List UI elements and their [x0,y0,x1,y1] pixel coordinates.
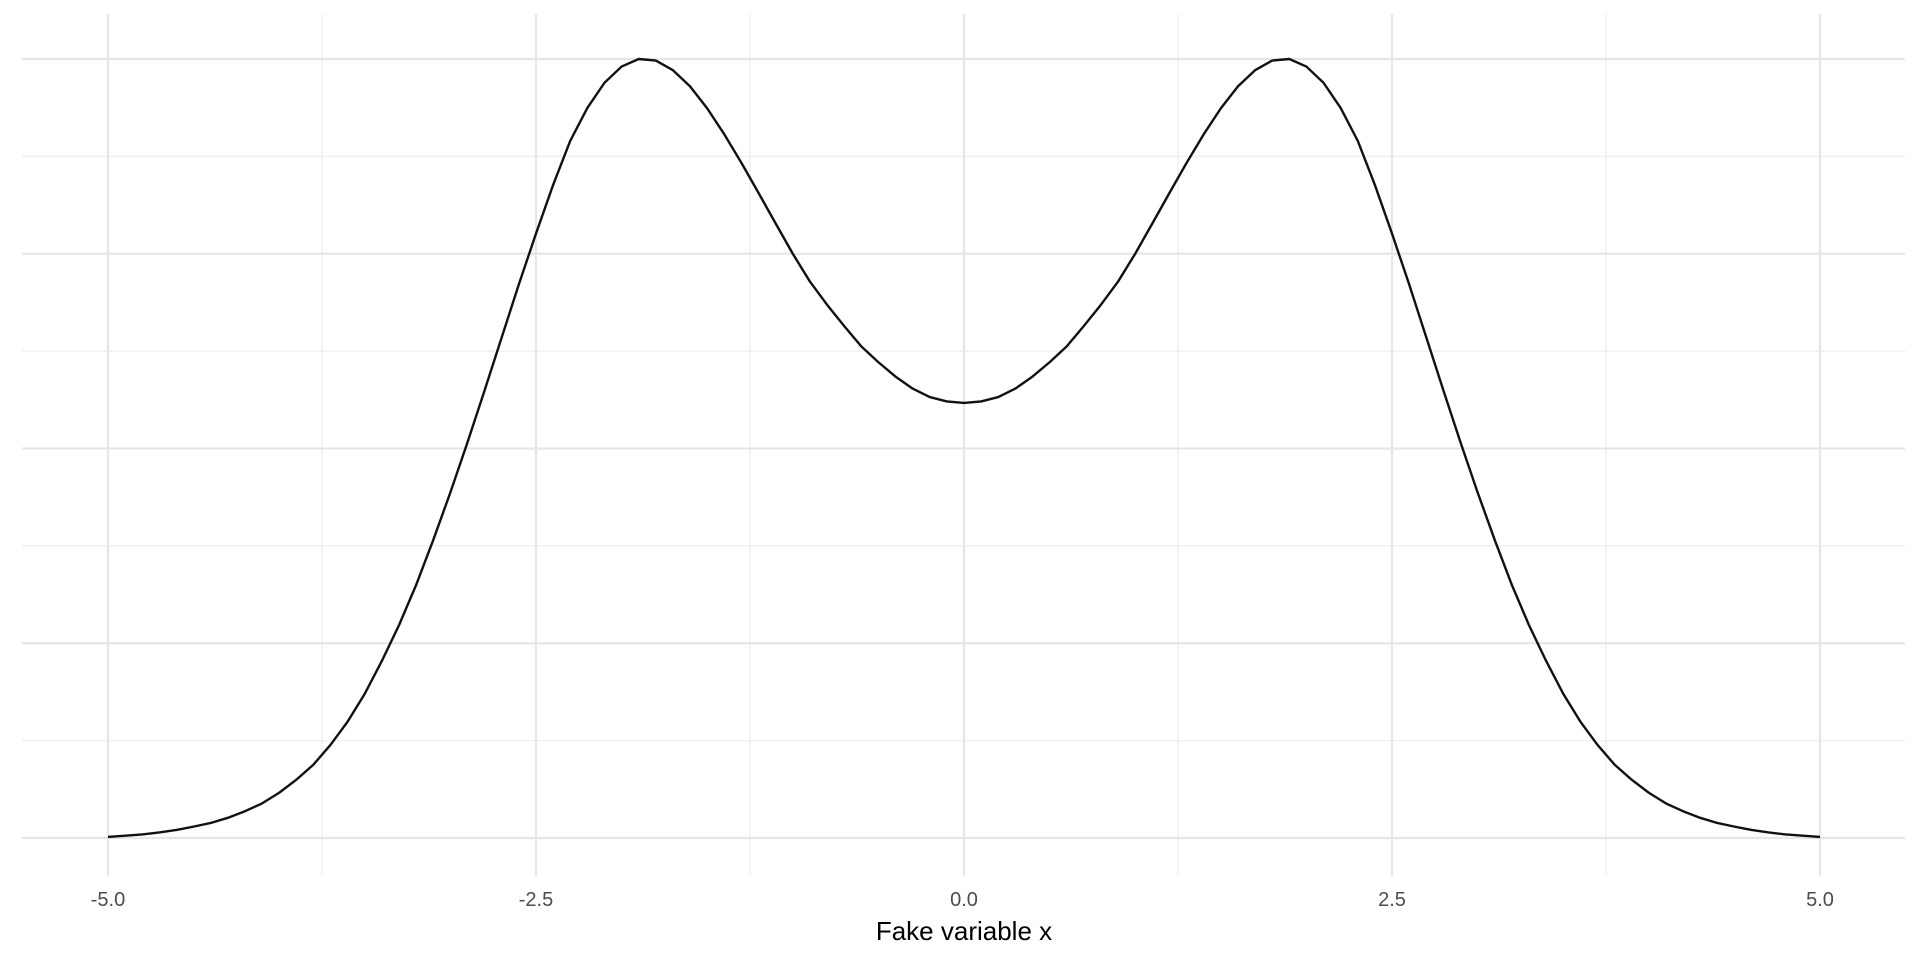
density-curve-line [107,57,1821,839]
x-tick-label: -2.5 [519,889,553,911]
major-gridlines [22,14,1905,876]
x-tick-label: 2.5 [1378,889,1406,911]
x-axis-title: Fake variable x [876,916,1052,946]
x-tick-label: 5.0 [1806,889,1834,911]
x-tick-label: 0.0 [950,889,978,911]
series-layer [107,57,1821,839]
x-axis-tick-labels: -5.0 -2.5 0.0 2.5 5.0 [91,889,1834,911]
x-tick-label: -5.0 [91,889,125,911]
